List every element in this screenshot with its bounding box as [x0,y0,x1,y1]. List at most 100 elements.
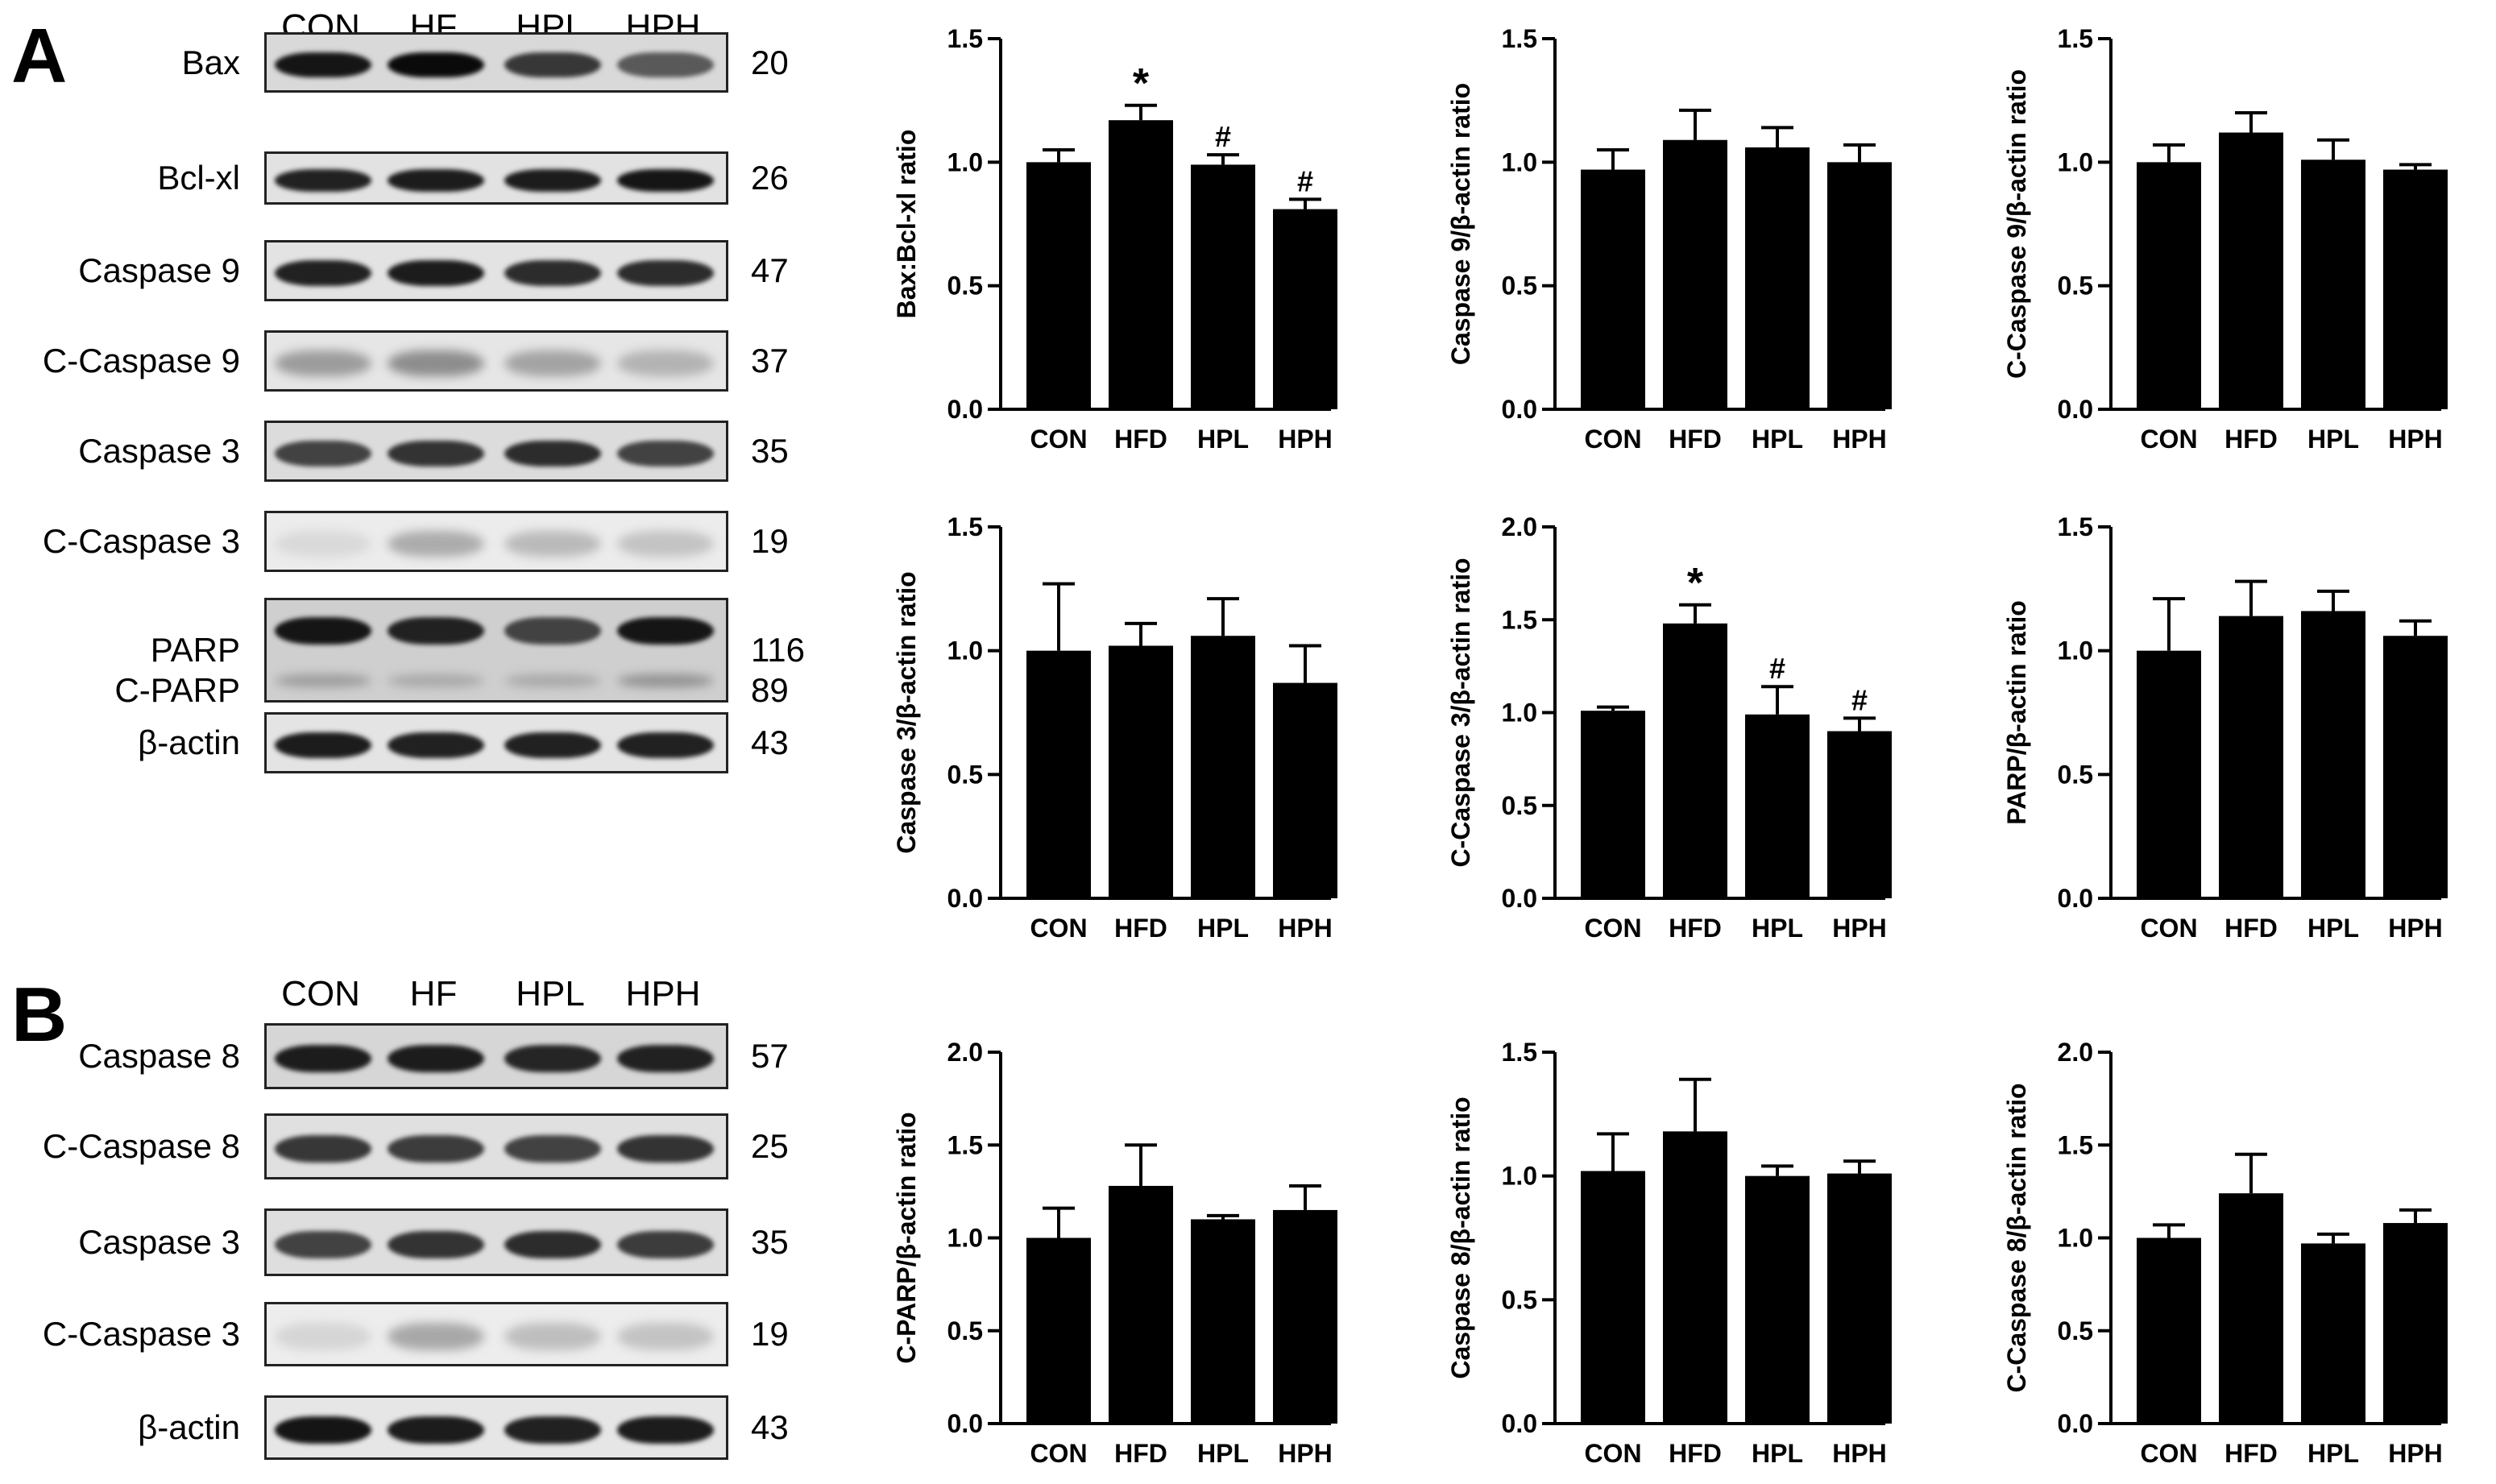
y-axis-label: C-Caspase 3/β-actin ratio [1446,558,1475,867]
bar [1827,162,1892,410]
x-tick-label: HPL [1197,1439,1249,1468]
lane-label: CON [281,974,360,1014]
bar [2383,1223,2448,1424]
y-tick-label: 1.0 [947,1224,983,1253]
blot-band [504,52,601,78]
blot-image [264,598,728,703]
x-tick-label: HPH [1832,425,1887,454]
blot-band [275,441,371,466]
blot-band [275,674,371,687]
significance-marker: * [1133,60,1150,107]
molecular-weight-label: 35 [751,1223,789,1261]
y-axis-label: C-Caspase 8/β-actin ratio [2002,1083,2031,1392]
y-tick-label: 0.0 [1502,884,1537,913]
x-tick-label: HFD [1669,425,1722,454]
y-tick-label: 1.0 [1502,1162,1537,1191]
molecular-weight-label: 20 [751,43,789,81]
protein-label: β-actin [138,723,240,761]
blot-band [504,1045,601,1072]
blot-band [275,1416,371,1444]
x-tick-label: HPH [1832,1439,1887,1468]
x-tick-label: HPH [1278,1439,1333,1468]
x-tick-label: HFD [1114,425,1167,454]
y-tick-label: 0.5 [1502,272,1537,301]
lane-label: HF [409,974,458,1014]
x-tick-label: CON [1584,1439,1641,1468]
blot-band [388,1231,484,1258]
y-axis-label: C-PARP/β-actin ratio [892,1112,921,1363]
y-axis-label: C-Caspase 9/β-actin ratio [2002,69,2031,379]
bar [1273,1209,1337,1424]
blot-band [275,732,371,758]
bar [1663,139,1727,409]
y-tick-label: 1.0 [2058,636,2093,665]
blot-band [617,531,714,557]
bar [2137,1237,2201,1424]
y-tick-label: 0.0 [947,884,983,913]
x-tick-label: HPL [1752,1439,1803,1468]
blot-band [388,441,484,466]
blot-band [275,531,371,557]
blot-band [617,52,714,78]
y-axis-label: PARP/β-actin ratio [2002,600,2031,825]
x-tick-label: CON [1030,1439,1087,1468]
bar [1827,731,1892,898]
protein-label: C-PARP [114,671,240,709]
blot-band [617,441,714,466]
blot-band [388,169,484,192]
protein-label: Caspase 8 [78,1037,240,1075]
x-tick-label: HPL [2307,425,2359,454]
molecular-weight-label: 35 [751,432,789,470]
y-tick-label: 0.0 [947,395,983,424]
y-tick-label: 1.5 [2058,24,2093,53]
blot-band [617,1231,714,1258]
blot-band [504,260,601,286]
molecular-weight-label: 26 [751,159,789,197]
bar [1191,1219,1255,1424]
blot-band [275,1323,371,1350]
blot-band [388,1323,484,1350]
blot-band [275,260,371,286]
blot-band [504,1416,601,1444]
bar [2137,162,2201,410]
bar [2219,1193,2283,1424]
blot-band [388,732,484,758]
y-tick-label: 0.5 [947,1316,983,1345]
y-axis-label: Bax:Bcl-xl ratio [892,130,921,319]
bar [2383,169,2448,410]
protein-label: β-actin [138,1408,240,1446]
bar [1026,162,1091,410]
x-tick-label: CON [1584,425,1641,454]
y-tick-label: 1.0 [2058,1224,2093,1253]
molecular-weight-label: 19 [751,1315,789,1353]
x-tick-label: HPH [1278,914,1333,943]
x-tick-label: HPL [1197,914,1249,943]
x-tick-label: HPH [1832,914,1887,943]
y-tick-label: 1.5 [947,24,983,53]
bar [1581,169,1645,410]
blot-image [264,151,728,205]
blot-band [275,1231,371,1258]
panel-letter-b: B [11,972,68,1058]
blot-band [504,441,601,466]
significance-marker: # [1851,683,1868,716]
x-tick-label: CON [2140,425,2197,454]
x-tick-label: HPL [2307,1439,2359,1468]
blot-band [504,732,601,758]
blot-band [275,1045,371,1072]
y-tick-label: 1.5 [947,512,983,541]
blot-band [617,260,714,286]
blot-band [388,674,484,687]
bar [2383,636,2448,898]
y-tick-label: 1.0 [947,147,983,176]
bar [1273,682,1337,898]
blot-band [617,1045,714,1072]
y-axis-label: Caspase 8/β-actin ratio [1446,1096,1475,1378]
molecular-weight-label: 19 [751,522,789,560]
bar [2219,132,2283,410]
molecular-weight-label: 37 [751,342,789,379]
